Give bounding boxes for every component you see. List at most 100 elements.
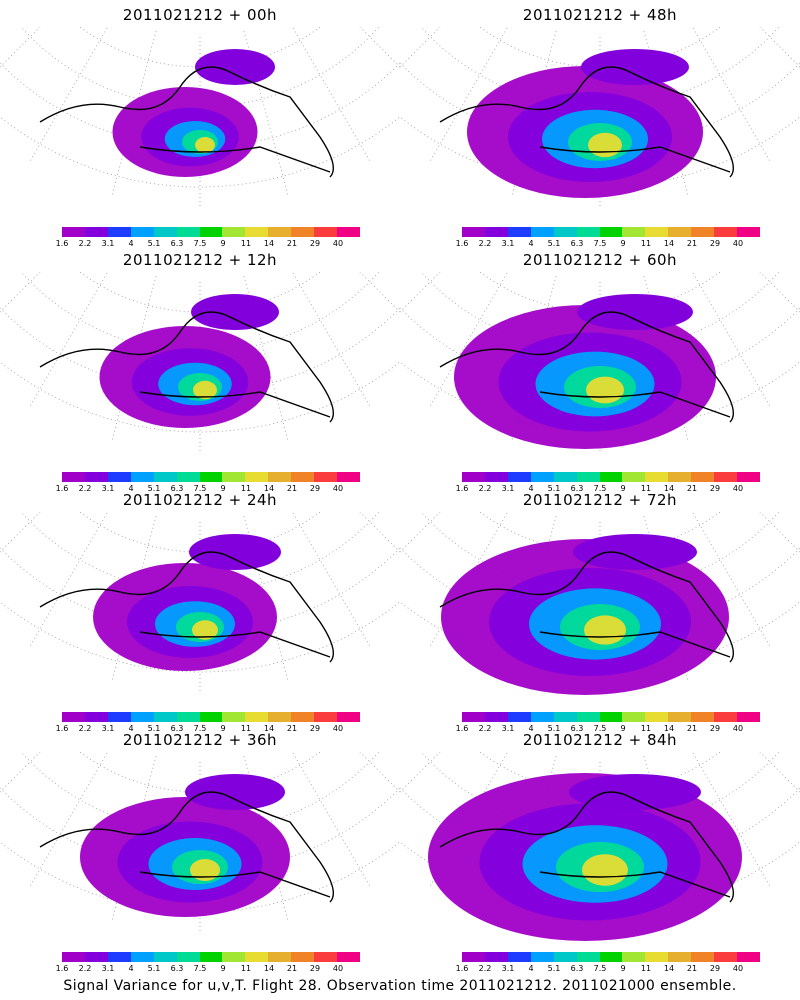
- colorbar-swatch: [530, 712, 554, 722]
- variance-contour: [195, 137, 215, 153]
- map-panel: 2011021212 + 24h 1.6 2.2 3.1 4 5.1 6.3 7.5 9 11 14…: [0, 490, 400, 733]
- meridian-line: [347, 512, 400, 522]
- map-panel: 2011021212 + 72h 1.6 2.2 3.1 4 5.1 6.3 7.5 9 11 14…: [400, 490, 800, 733]
- colorbar-tick-label: 7.5: [593, 484, 607, 493]
- colorbar-swatch: [314, 227, 338, 237]
- colorbar-tick-label: 9: [220, 724, 226, 733]
- panel-title: 2011021212 + 72h: [522, 491, 678, 509]
- panel-title: 2011021212 + 84h: [522, 731, 678, 749]
- colorbar-swatch: [62, 712, 85, 722]
- colorbar-swatch: [714, 712, 738, 722]
- colorbar-swatch: [576, 227, 600, 237]
- colorbar-swatch: [84, 712, 108, 722]
- colorbar-swatch: [622, 472, 646, 482]
- coastline: [439, 791, 734, 903]
- colorbar-tick-label: 4: [128, 484, 134, 493]
- colorbar-swatch: [222, 227, 246, 237]
- polar-map: [400, 27, 800, 207]
- meridian-line: [747, 752, 800, 762]
- colorbar-tick-label: 14: [663, 964, 675, 973]
- colorbar-tick-label: 21: [686, 484, 698, 493]
- map-panel: 2011021212 + 84h 1.6 2.2 3.1 4 5.1 6.3 7.5 9 11 14…: [400, 730, 800, 973]
- colorbar-swatch: [714, 227, 738, 237]
- variance-contour: [190, 859, 220, 881]
- colorbar-tick-label: 14: [263, 724, 275, 733]
- colorbar: [62, 227, 360, 237]
- colorbar-swatch: [691, 472, 715, 482]
- meridian-line: [0, 512, 53, 522]
- colorbar-swatch: [599, 227, 623, 237]
- colorbar-swatch: [737, 952, 760, 962]
- colorbar: [62, 952, 360, 962]
- colorbar-swatch: [107, 227, 131, 237]
- colorbar-tick-label: 5.1: [147, 964, 161, 973]
- colorbar-swatch: [222, 952, 246, 962]
- colorbar-swatch: [507, 952, 531, 962]
- meridian-line: [400, 272, 441, 313]
- map-panel: 2011021212 + 12h 1.6 2.2 3.1 4 5.1 6.3 7.5 9 11 14…: [0, 250, 400, 493]
- variance-contour: [588, 132, 622, 158]
- colorbar-swatch: [553, 712, 577, 722]
- colorbar-tick-label: 11: [640, 964, 652, 973]
- colorbar-swatch: [176, 712, 200, 722]
- variance-contour: [189, 534, 281, 570]
- colorbar-swatch: [484, 712, 508, 722]
- meridian-line: [291, 752, 371, 887]
- colorbar-tick-label: 11: [640, 724, 652, 733]
- colorbar-swatch: [576, 472, 600, 482]
- polar-map: [400, 272, 800, 452]
- meridian-line: [359, 272, 400, 313]
- colorbar-swatch: [199, 712, 223, 722]
- colorbar-swatch: [337, 227, 360, 237]
- colorbar-swatch: [668, 712, 692, 722]
- colorbar-tick-label: 7.5: [193, 724, 207, 733]
- coastline: [439, 66, 734, 178]
- colorbar-tick-label: 11: [240, 964, 252, 973]
- colorbar-tick-label: 9: [620, 724, 626, 733]
- colorbar-swatch: [107, 952, 131, 962]
- meridian-line: [0, 272, 41, 313]
- colorbar-swatch: [153, 472, 177, 482]
- colorbar-tick-label: 40: [332, 239, 344, 248]
- colorbar: [462, 472, 760, 482]
- colorbar-tick-label: 2.2: [78, 239, 92, 248]
- colorbar-tick-label: 40: [732, 964, 744, 973]
- colorbar-labels: 1.6 2.2 3.1 4 5.1 6.3 7.5 9 11 14 21 29 40: [48, 484, 368, 494]
- colorbar-tick-label: 4: [128, 239, 134, 248]
- colorbar-swatch: [622, 227, 646, 237]
- colorbar-swatch: [484, 472, 508, 482]
- colorbar-swatch: [245, 227, 269, 237]
- meridian-line: [359, 512, 400, 553]
- colorbar-tick-label: 3.1: [101, 484, 115, 493]
- colorbar: [462, 227, 760, 237]
- panel-title: 2011021212 + 48h: [522, 6, 678, 24]
- colorbar-swatch: [507, 472, 531, 482]
- meridian-line: [759, 512, 800, 553]
- map-panel: 2011021212 + 00h 1.6 2.2 3.1 4 5.1 6.3 7.5 9 11 14…: [0, 5, 400, 248]
- colorbar-swatch: [530, 227, 554, 237]
- colorbar-swatch: [268, 712, 292, 722]
- colorbar-swatch: [62, 952, 85, 962]
- colorbar-tick-label: 2.2: [78, 724, 92, 733]
- meridian-line: [291, 272, 371, 407]
- colorbar-swatch: [737, 712, 760, 722]
- colorbar-swatch: [599, 952, 623, 962]
- colorbar-tick-label: 21: [286, 724, 298, 733]
- meridian-line: [400, 752, 453, 762]
- colorbar-swatch: [245, 472, 269, 482]
- colorbar-tick-label: 7.5: [193, 964, 207, 973]
- colorbar-swatch: [668, 952, 692, 962]
- colorbar-tick-label: 1.6: [55, 484, 69, 493]
- colorbar-tick-label: 6.3: [570, 724, 584, 733]
- colorbar-tick-label: 9: [220, 239, 226, 248]
- meridian-line: [347, 27, 400, 37]
- colorbar-tick-label: 21: [686, 724, 698, 733]
- colorbar-swatch: [553, 952, 577, 962]
- colorbar-swatch: [107, 712, 131, 722]
- colorbar-tick-label: 29: [709, 484, 721, 493]
- colorbar: [62, 712, 360, 722]
- colorbar-swatch: [691, 227, 715, 237]
- colorbar-swatch: [507, 712, 531, 722]
- colorbar-swatch: [462, 472, 485, 482]
- colorbar-tick-label: 11: [640, 239, 652, 248]
